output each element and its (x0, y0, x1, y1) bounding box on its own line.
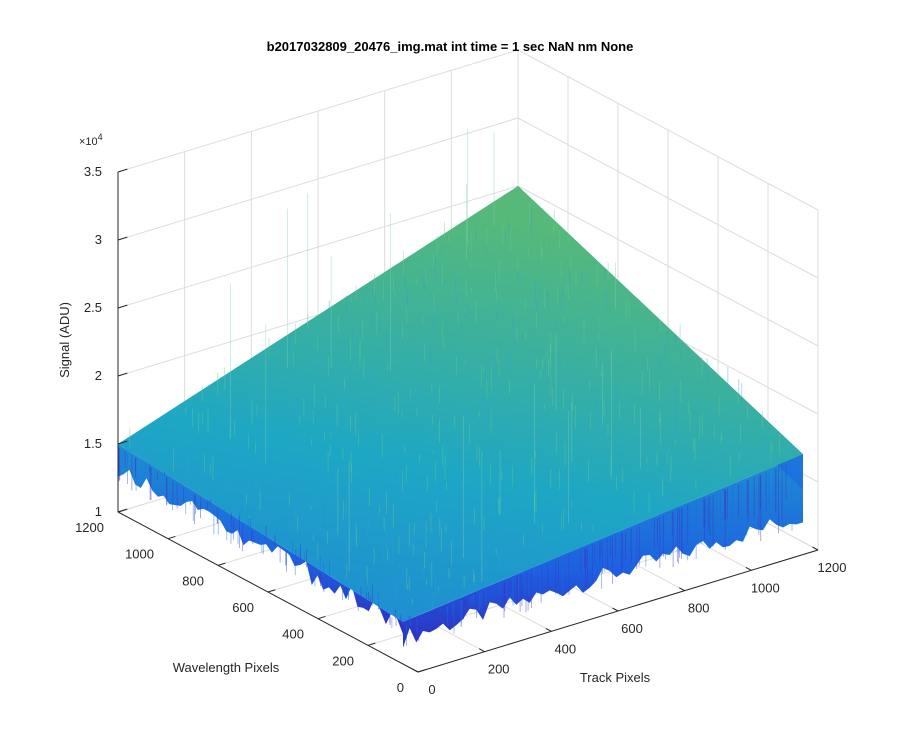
y-tick (367, 642, 376, 646)
y-tick-label: 0 (397, 680, 404, 695)
x-tick (812, 546, 819, 551)
x-tick (412, 668, 419, 673)
x-tick (478, 648, 485, 653)
z-tick (117, 440, 128, 445)
z-tick (117, 236, 128, 241)
x-tick (745, 566, 752, 571)
y-tick-label: 1200 (75, 520, 104, 535)
surface-top (118, 186, 803, 622)
x-tick-label: 0 (428, 682, 435, 697)
z-tick-label: 2 (95, 368, 102, 383)
z-exponent-power: 4 (98, 132, 103, 142)
z-tick-label: 1 (95, 504, 102, 519)
x-tick (545, 627, 552, 632)
z-tick (117, 372, 128, 377)
z-exponent-base: ×10 (79, 136, 98, 148)
y-axis-label: Wavelength Pixels (173, 660, 280, 675)
y-tick-label: 1000 (125, 547, 154, 562)
x-tick-label: 1200 (818, 560, 847, 575)
z-tick-label: 3 (95, 232, 102, 247)
z-exponent: ×104 (79, 132, 103, 148)
z-tick (117, 508, 128, 513)
grid-line (117, 185, 519, 309)
z-axis-label: Signal (ADU) (57, 302, 72, 378)
grid-line (517, 185, 819, 347)
tick-labels: 0200400600800100012000200400600800100012… (75, 164, 846, 697)
surface-left-side (118, 444, 403, 635)
x-tick-label: 200 (488, 662, 510, 677)
x-tick-label: 800 (688, 601, 710, 616)
surface-front-side (403, 454, 803, 648)
y-tick (167, 535, 176, 540)
grid-line (117, 49, 519, 173)
grid-line (517, 49, 819, 211)
grid-line (117, 117, 519, 241)
y-tick-label: 800 (182, 573, 204, 588)
x-tick-label: 1000 (751, 580, 780, 595)
grid-line (517, 117, 819, 279)
z-tick-label: 2.5 (84, 300, 102, 315)
y-tick (267, 589, 276, 593)
x-axis-label: Track Pixels (580, 670, 651, 685)
y-tick (217, 562, 226, 566)
y-tick-label: 600 (232, 600, 254, 615)
y-tick-label: 400 (282, 627, 304, 642)
chart-title: b2017032809_20476_img.mat int time = 1 s… (267, 39, 634, 54)
x-tick (678, 587, 685, 592)
z-tick-label: 3.5 (84, 164, 102, 179)
z-tick (117, 304, 128, 309)
axes-lines (117, 168, 819, 673)
x-tick (612, 607, 619, 612)
y-tick (417, 669, 426, 673)
x-tick-label: 400 (554, 641, 576, 656)
x-tick-label: 600 (621, 621, 643, 636)
surface-plot (117, 128, 803, 648)
z-tick-label: 1.5 (84, 436, 102, 451)
y-tick-label: 200 (332, 653, 354, 668)
z-tick (117, 168, 128, 173)
y-tick (317, 615, 326, 620)
